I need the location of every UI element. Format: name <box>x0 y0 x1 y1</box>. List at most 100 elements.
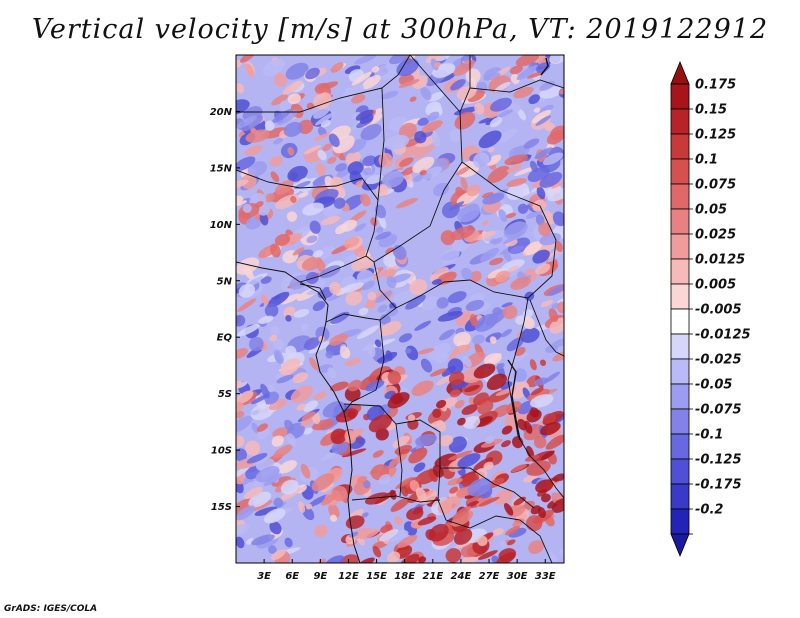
field-blob <box>245 129 270 143</box>
field-blob <box>271 109 292 124</box>
lat-tick-label: EQ <box>217 333 233 344</box>
colorbar-swatch <box>670 458 690 485</box>
colorbar-swatch <box>670 258 690 285</box>
field-blob <box>417 117 430 126</box>
field-blob <box>535 214 545 226</box>
colorbar-swatch <box>670 83 690 110</box>
field-blob <box>339 346 351 359</box>
field-blob <box>321 216 341 226</box>
field-blob <box>298 501 306 513</box>
field-blob <box>372 270 388 280</box>
field-blob <box>367 291 377 301</box>
field-blob <box>330 62 344 73</box>
field-blob <box>286 433 297 447</box>
field-blob <box>440 248 460 264</box>
field-blob <box>456 166 470 176</box>
field-blob <box>327 367 337 379</box>
field-blob <box>503 250 512 262</box>
field-blob <box>341 253 358 264</box>
field-blob <box>535 479 554 493</box>
field-blob <box>506 337 524 352</box>
field-blob <box>313 92 332 109</box>
field-blob <box>300 418 313 427</box>
field-blob <box>372 450 384 458</box>
field-blob <box>336 167 351 179</box>
field-blob <box>387 392 410 409</box>
field-blob <box>469 271 482 282</box>
field-blob <box>344 429 357 444</box>
field-blob <box>531 109 552 124</box>
field-blob <box>474 313 499 332</box>
colorbar-label: 0.0125 <box>695 253 745 268</box>
field-blob <box>282 80 303 95</box>
field-blob <box>258 315 274 324</box>
field-blob <box>267 384 275 393</box>
field-blob <box>522 316 535 330</box>
field-blob <box>437 500 452 515</box>
field-blob <box>305 503 313 510</box>
field-blob <box>384 268 397 279</box>
field-blob <box>412 75 428 89</box>
field-blob <box>489 238 497 244</box>
field-blob <box>351 71 372 86</box>
field-blob <box>412 156 435 173</box>
lat-tick-label: 15N <box>210 163 233 174</box>
field-blob <box>415 433 437 447</box>
field-blob <box>390 497 411 512</box>
field-blob <box>347 161 364 176</box>
field-blob <box>533 435 547 449</box>
field-blob <box>328 133 340 148</box>
field-blob <box>313 391 327 401</box>
field-blob <box>542 152 564 166</box>
field-blob <box>347 379 362 392</box>
colorbar-label: -0.025 <box>695 353 742 368</box>
field-blob <box>431 132 441 147</box>
field-blob <box>472 334 485 345</box>
field-blob <box>414 130 427 144</box>
colorbar-label: 0.1 <box>695 153 718 168</box>
field-blob <box>456 85 477 101</box>
field-blob <box>507 539 516 546</box>
colorbar-swatch <box>670 308 690 335</box>
field-blob <box>550 337 564 348</box>
field-blob <box>397 534 418 548</box>
field-blob <box>483 461 494 471</box>
field-blob <box>461 267 473 280</box>
field-blob <box>454 541 472 549</box>
field-blob <box>290 385 313 403</box>
field-blob <box>236 536 245 549</box>
field-blob <box>307 493 331 508</box>
field-blob <box>509 65 523 75</box>
field-blob <box>309 357 319 371</box>
field-blob <box>236 401 244 412</box>
field-blob <box>236 380 243 389</box>
field-blob <box>478 496 500 507</box>
field-blob <box>270 171 280 183</box>
field-blob <box>548 287 561 296</box>
field-blob <box>520 327 540 343</box>
field-blob <box>356 325 380 340</box>
field-blob <box>469 314 478 327</box>
field-blob <box>538 222 552 237</box>
lon-tick-label: 6E <box>285 571 299 582</box>
colorbar-label: 0.175 <box>695 78 736 93</box>
field-blob <box>540 422 561 436</box>
field-blob <box>237 324 260 337</box>
field-blob <box>263 473 283 486</box>
field-blob <box>549 55 564 64</box>
field-blob <box>516 64 539 81</box>
field-blob <box>415 487 427 503</box>
field-blob <box>417 348 435 355</box>
field-blob <box>464 384 480 393</box>
field-blob <box>247 161 268 177</box>
field-blob <box>236 448 248 462</box>
field-blob <box>401 166 415 176</box>
field-blob <box>354 55 377 65</box>
field-blob <box>514 347 526 356</box>
field-blob <box>457 417 466 426</box>
field-blob <box>243 486 264 500</box>
map-frame <box>235 54 565 564</box>
colorbar-swatch <box>670 208 690 235</box>
field-blob <box>517 418 527 431</box>
field-blob <box>322 401 345 418</box>
